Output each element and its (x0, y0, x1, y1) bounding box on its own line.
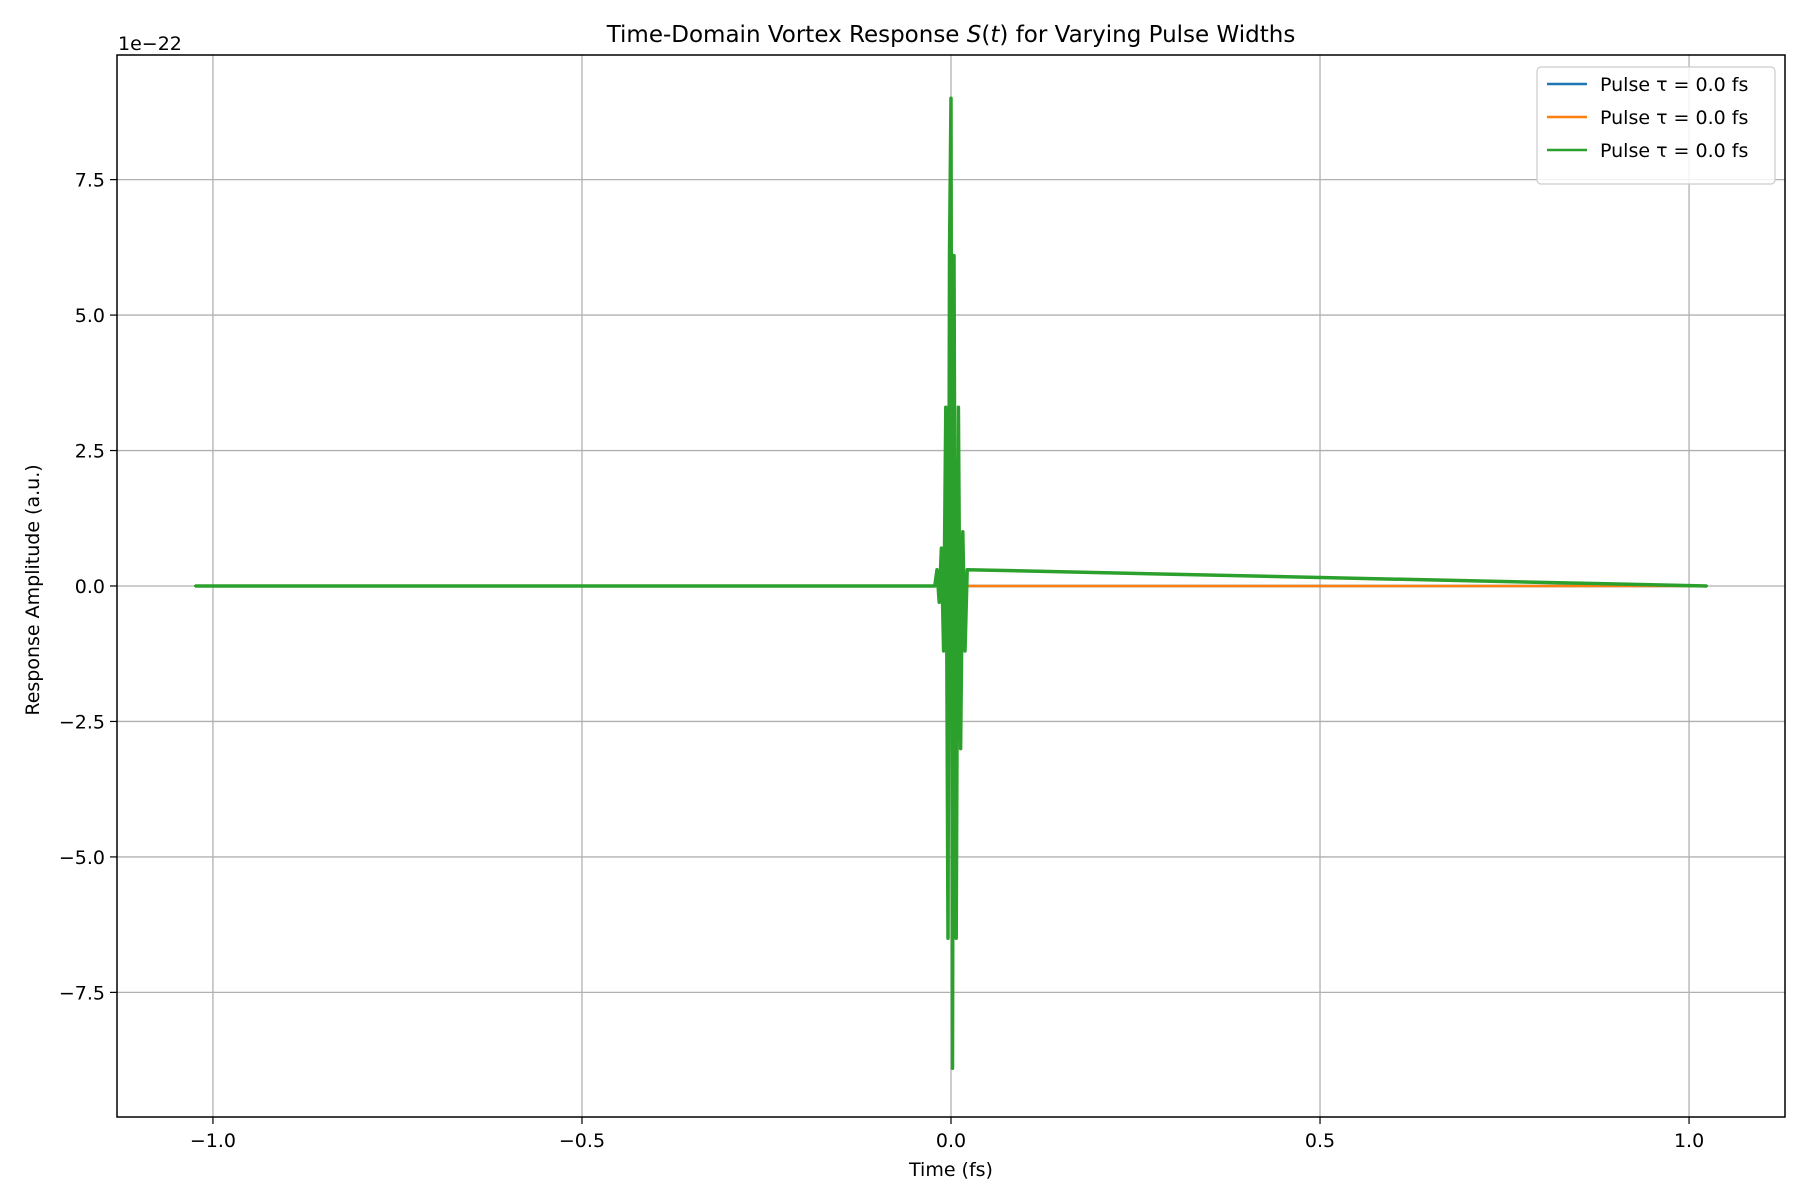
data-point (963, 649, 967, 653)
data-point (1705, 584, 1709, 588)
data-point (942, 649, 945, 653)
x-axis-label: Time (fs) (908, 1159, 993, 1181)
series-lines (194, 96, 1709, 1070)
data-point (951, 1067, 954, 1070)
data-point (940, 546, 943, 550)
legend-label-3: Pulse τ = 0.0 fs (1600, 140, 1748, 162)
data-point (948, 254, 951, 257)
data-point (946, 937, 950, 940)
data-point (938, 601, 941, 604)
y-tick-label: 2.5 (75, 441, 105, 463)
data-point (955, 937, 958, 940)
y-tick-label: 7.5 (75, 170, 105, 192)
data-point (959, 747, 962, 750)
data-point (935, 568, 939, 571)
legend-label-1: Pulse τ = 0.0 fs (1600, 74, 1748, 96)
y-tick-label: 0.0 (75, 576, 105, 598)
x-tick-label: −1.0 (190, 1130, 236, 1152)
chart-title: Time-Domain Vortex Response S(t) for Var… (606, 22, 1296, 48)
axis-ticks: −1.0 −0.5 0.0 0.5 1.0 −7.5 −5.0 −2.5 0.0 2.5 5.0 7.… (59, 170, 1704, 1152)
data-point (194, 584, 197, 588)
x-tick-label: 0.0 (936, 1130, 966, 1152)
legend-box (1536, 66, 1776, 185)
y-tick-label: −5.0 (59, 847, 105, 869)
x-tick-label: 1.0 (1674, 1130, 1704, 1152)
data-point (957, 406, 960, 409)
data-point (966, 568, 969, 571)
y-tick-label: −7.5 (59, 982, 105, 1004)
data-point (944, 406, 947, 409)
data-point (952, 254, 956, 257)
y-axis-label: Response Amplitude (a.u.) (22, 464, 44, 715)
y-axis-offset-label: 1e−22 (118, 33, 182, 55)
data-point (949, 97, 953, 100)
x-tick-label: −0.5 (559, 1130, 605, 1152)
y-tick-label: −2.5 (59, 711, 105, 733)
data-point (961, 530, 964, 533)
x-tick-label: 0.5 (1305, 1130, 1335, 1152)
legend: Pulse τ = 0.0 fs Pulse τ = 0.0 fs Pulse τ … (1536, 66, 1776, 185)
legend-label-2: Pulse τ = 0.0 fs (1600, 107, 1748, 129)
data-point (933, 584, 936, 588)
y-tick-label: 5.0 (75, 305, 105, 327)
